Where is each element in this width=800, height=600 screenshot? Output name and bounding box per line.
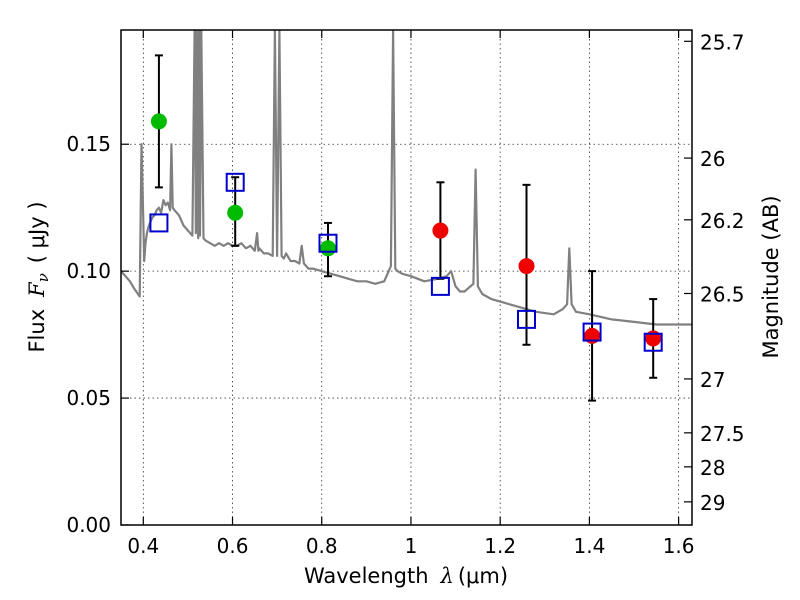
axis-ticks: 0.4 0.6 0.8 1 1.2 1.4 1.6 0.00 0.05 0.10 0.15 25.7 2… bbox=[66, 30, 745, 558]
mag-tick-label: 26.2 bbox=[700, 209, 745, 233]
model-flux-square bbox=[643, 332, 663, 352]
model-flux-square bbox=[318, 233, 338, 253]
x-tick-label: 1 bbox=[405, 534, 418, 558]
mag-tick-label: 27.5 bbox=[700, 422, 745, 446]
y2-axis-label: Magnitude (AB) bbox=[759, 195, 783, 358]
x-axis-label: Wavelength λ (μm) bbox=[304, 564, 508, 588]
x-tick-label: 1.4 bbox=[573, 534, 605, 558]
observed-flux-point bbox=[432, 222, 449, 239]
y-tick-label: 0.00 bbox=[66, 513, 111, 537]
observed-flux-point bbox=[150, 113, 167, 130]
mag-tick-label: 28 bbox=[700, 456, 725, 480]
mag-tick-label: 29 bbox=[700, 491, 725, 515]
y-tick-label: 0.10 bbox=[66, 259, 111, 283]
x-tick-label: 0.6 bbox=[217, 534, 249, 558]
y-tick-label: 0.05 bbox=[66, 386, 111, 410]
model-flux-square bbox=[225, 172, 245, 192]
mag-tick-label: 26.5 bbox=[700, 282, 745, 306]
x-tick-label: 1.2 bbox=[484, 534, 516, 558]
grid-lines bbox=[121, 30, 692, 525]
x-tick-label: 0.4 bbox=[127, 534, 159, 558]
mag-tick-label: 26 bbox=[700, 147, 725, 171]
mag-tick-label: 27 bbox=[700, 368, 725, 392]
y-tick-label: 0.15 bbox=[66, 132, 111, 156]
model-flux-square bbox=[516, 309, 536, 329]
model-flux-square bbox=[430, 276, 450, 296]
observed-flux-point bbox=[227, 204, 244, 221]
y-axis-label: FluxFν( μJy ) bbox=[25, 201, 52, 352]
mag-tick-label: 25.7 bbox=[700, 30, 745, 54]
model-spectrum bbox=[121, 30, 692, 326]
observed-flux-point bbox=[319, 240, 336, 257]
plot-frame bbox=[120, 29, 693, 526]
x-tick-label: 1.6 bbox=[663, 534, 695, 558]
x-tick-label: 0.8 bbox=[306, 534, 338, 558]
model-flux-square bbox=[582, 322, 602, 342]
spectrum-layer bbox=[121, 30, 692, 326]
observed-flux-point bbox=[518, 258, 535, 275]
model-flux-square bbox=[149, 213, 169, 233]
data-points bbox=[149, 54, 663, 402]
